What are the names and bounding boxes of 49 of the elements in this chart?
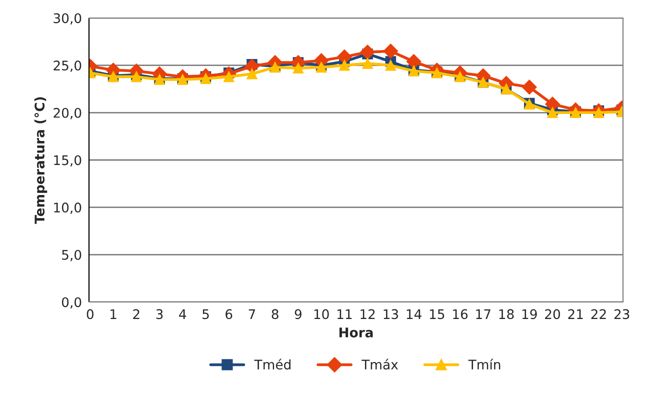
x-tick-label: 18: [499, 309, 514, 320]
point: [246, 68, 258, 80]
x-tick-label: 23: [614, 309, 630, 320]
y-tick-label: 15,0: [54, 155, 82, 167]
y-tick-label: 20,0: [54, 108, 82, 120]
y-tick-label: 0,0: [62, 297, 82, 309]
y-tick-label: 30,0: [54, 13, 82, 25]
legend-label: Tmáx: [362, 358, 398, 370]
y-tick-label: 10,0: [54, 202, 82, 214]
x-tick-label: 17: [476, 309, 490, 319]
x-tick-label: 10: [314, 309, 329, 320]
point: [522, 80, 537, 94]
x-tick-label: 1: [110, 309, 116, 319]
point: [547, 107, 558, 118]
x-tick-label: 7: [248, 309, 256, 319]
x-tick-label: 11: [337, 309, 352, 319]
x-tick-label: 6: [226, 309, 232, 320]
legend-label: Tméd: [254, 358, 290, 370]
x-tick-label: 21: [568, 309, 583, 319]
x-tick-label: 22: [591, 309, 606, 319]
legend-label: Tmín: [468, 358, 500, 370]
x-tick-label: 9: [294, 309, 302, 320]
point: [292, 62, 304, 74]
x-tick-label: 3: [156, 309, 163, 320]
point: [244, 58, 260, 74]
x-tick-label: 19: [522, 309, 537, 320]
x-tick-label: 13: [384, 309, 398, 320]
x-tick-label: 12: [360, 309, 375, 319]
point: [383, 44, 398, 59]
x-tick-label: 8: [272, 309, 278, 320]
x-tick-label: 0: [86, 309, 94, 320]
x-axis-title: Hora: [339, 328, 373, 338]
x-tick-label: 5: [202, 309, 209, 320]
x-tick-label: 15: [430, 309, 444, 320]
x-tick-label: 2: [133, 309, 140, 319]
point: [362, 58, 373, 69]
y-axis-title: Temperatura (°C): [34, 97, 48, 224]
point: [339, 60, 350, 71]
x-tick-label: 20: [545, 309, 560, 320]
point: [545, 96, 560, 112]
y-tick-label: 5,0: [62, 250, 82, 262]
x-tick-label: 4: [179, 309, 186, 319]
point: [337, 49, 352, 64]
point: [406, 54, 422, 69]
x-tick-label: 16: [453, 309, 468, 320]
point: [385, 60, 396, 71]
point: [360, 44, 375, 60]
x-tick-label: 14: [406, 309, 422, 319]
y-tick-label: 25,0: [54, 60, 82, 72]
